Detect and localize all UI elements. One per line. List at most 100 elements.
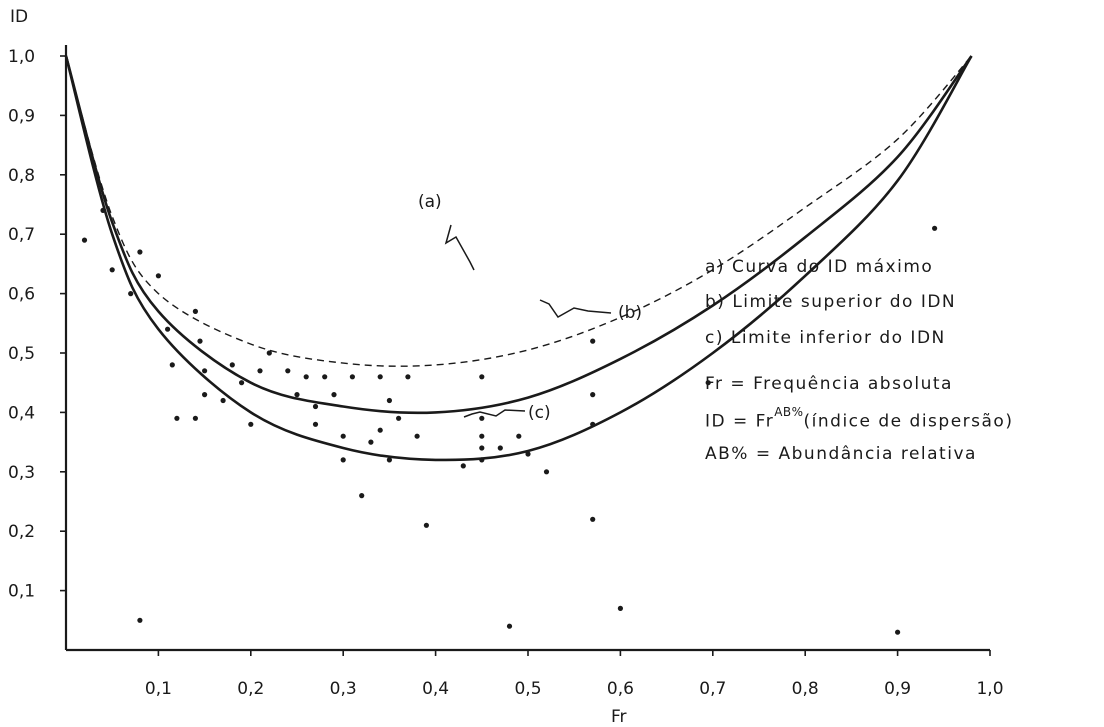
legend-item-c: c) Limite inferior do IDN — [705, 328, 946, 348]
data-point — [192, 415, 198, 421]
y-tick-label: 1,0 — [8, 47, 35, 67]
data-point — [479, 433, 485, 439]
data-point — [322, 374, 328, 380]
x-tick-label: 0,1 — [145, 679, 172, 699]
x-tick-label: 0,7 — [699, 679, 726, 699]
x-tick-label: 0,4 — [422, 679, 449, 699]
data-point — [303, 374, 309, 380]
legend-id-exponent: AB% — [774, 405, 804, 419]
data-point — [197, 338, 203, 344]
curve-b — [64, 55, 973, 415]
data-points — [81, 207, 938, 635]
data-point — [192, 308, 198, 314]
data-point — [386, 397, 392, 404]
data-point — [340, 457, 346, 463]
y-tick-label: 0,3 — [8, 463, 35, 483]
data-point — [137, 617, 143, 623]
data-point — [100, 207, 106, 213]
y-axis-title: ID — [10, 7, 28, 27]
legend-item-a: a) Curva do ID máximo — [705, 257, 934, 277]
data-point — [359, 493, 365, 499]
y-tick-label: 0,1 — [8, 582, 35, 602]
data-point — [312, 403, 319, 410]
curve-a — [65, 55, 973, 367]
x-tick-label: 0,3 — [330, 679, 357, 699]
data-point — [590, 516, 596, 522]
data-point — [386, 457, 392, 463]
x-tick-label: 1,0 — [976, 679, 1003, 699]
curve-b-label: (b) — [618, 303, 642, 323]
data-point — [202, 392, 208, 398]
data-point — [109, 267, 115, 273]
data-point — [285, 368, 291, 374]
y-tick-label: 0,2 — [8, 522, 35, 542]
data-point — [543, 469, 550, 475]
data-point — [617, 605, 624, 612]
x-tick-label: 0,5 — [514, 679, 541, 699]
data-point — [294, 392, 300, 398]
legend-ab-definition: AB% = Abundância relativa — [705, 444, 977, 464]
data-point — [479, 374, 485, 380]
data-point — [525, 451, 531, 457]
y-ticks: 0,1 0,2 0,3 0,4 0,5 0,6 0,7 0,8 0,9 1,0 — [8, 47, 66, 602]
data-point — [590, 338, 596, 344]
data-point — [895, 629, 901, 635]
x-tick-label: 0,9 — [884, 679, 911, 699]
x-tick-label: 0,8 — [792, 679, 819, 699]
data-point — [396, 415, 402, 421]
x-ticks: 0,1 0,2 0,3 0,4 0,5 0,6 0,7 0,8 0,9 1,0 — [145, 650, 1004, 699]
data-point — [349, 374, 355, 380]
data-point — [137, 249, 143, 255]
y-tick-label: 0,4 — [8, 403, 35, 423]
y-tick-label: 0,7 — [8, 225, 35, 245]
legend-fr-definition: Fr = Frequência absoluta — [705, 374, 953, 394]
y-tick-label: 0,9 — [8, 106, 35, 126]
data-point — [405, 374, 411, 380]
curve-c-label: (c) — [528, 403, 551, 423]
data-point — [155, 273, 161, 279]
data-point — [174, 415, 180, 421]
x-tick-label: 0,2 — [237, 679, 264, 699]
curve-b-leader — [539, 299, 612, 318]
x-axis-title: Fr — [611, 707, 627, 727]
data-point — [202, 368, 208, 374]
data-point — [932, 225, 938, 231]
x-tick-label: 0,6 — [607, 679, 634, 699]
data-point — [81, 237, 88, 243]
data-point — [266, 350, 272, 356]
data-point — [460, 463, 466, 469]
data-point — [497, 445, 503, 451]
data-point — [590, 421, 596, 427]
legend-id-prefix: ID = Fr — [705, 411, 775, 432]
data-point — [229, 362, 235, 368]
data-point — [340, 433, 346, 439]
data-point — [377, 427, 383, 433]
data-point — [165, 326, 171, 332]
data-point — [169, 362, 175, 368]
curve-a-leader — [444, 224, 475, 271]
legend-item-b: b) Limite superior do IDN — [705, 292, 957, 312]
data-point — [331, 392, 337, 398]
legend-id-suffix: (índice de dispersão) — [803, 411, 1014, 432]
data-point — [423, 522, 429, 528]
data-point — [220, 397, 226, 404]
data-point — [248, 421, 254, 427]
data-point — [590, 392, 596, 398]
data-point — [479, 457, 485, 463]
data-point — [479, 415, 485, 421]
y-tick-label: 0,6 — [8, 285, 35, 305]
data-point — [239, 380, 245, 386]
data-point — [516, 433, 522, 439]
curve-a-label: (a) — [418, 192, 442, 212]
data-point — [368, 439, 374, 445]
data-point — [705, 380, 711, 386]
data-point — [257, 368, 263, 374]
data-point — [377, 374, 383, 380]
curve-c-leader — [463, 409, 526, 418]
data-point — [506, 623, 513, 629]
legend-id-definition: ID = FrAB%(índice de dispersão) — [705, 406, 1014, 432]
y-tick-label: 0,8 — [8, 166, 35, 186]
data-point — [312, 421, 319, 427]
data-point — [414, 433, 420, 439]
